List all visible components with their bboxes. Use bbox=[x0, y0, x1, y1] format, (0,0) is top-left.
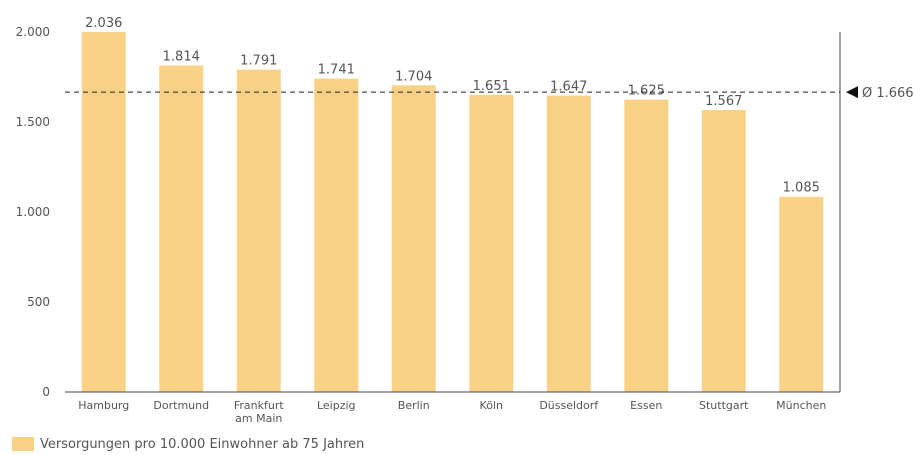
bar bbox=[701, 109, 746, 392]
bar bbox=[779, 196, 824, 392]
bar bbox=[469, 94, 514, 392]
bar-value-label: 1.625 bbox=[628, 84, 665, 99]
bar-value-label: 1.085 bbox=[783, 181, 820, 196]
x-tick-label: Köln bbox=[480, 399, 503, 412]
bar-chart: 0 500 1.000 1.500 2.000 2.036 Hamburg 1.814 Dort… bbox=[16, 16, 914, 425]
legend: Versorgungen pro 10.000 Einwohner ab 75 … bbox=[12, 434, 364, 454]
legend-label: Versorgungen pro 10.000 Einwohner ab 75 … bbox=[40, 436, 365, 452]
bar-value-label: 1.704 bbox=[395, 69, 432, 84]
bar-value-label: 1.567 bbox=[705, 94, 742, 109]
bar-value-label: 1.741 bbox=[318, 63, 355, 78]
y-tick-label: 1.500 bbox=[16, 115, 50, 129]
y-tick-label: 500 bbox=[27, 295, 50, 309]
y-tick-label: 0 bbox=[42, 385, 50, 399]
y-tick-label: 2.000 bbox=[16, 25, 50, 39]
x-tick-label: Düsseldorf bbox=[539, 399, 599, 412]
bar-value-label: 2.036 bbox=[85, 16, 122, 31]
x-tick-label: Essen bbox=[630, 399, 662, 412]
x-tick-label: Dortmund bbox=[153, 399, 209, 412]
average-marker bbox=[846, 86, 858, 99]
bar-value-label: 1.647 bbox=[550, 80, 587, 95]
x-tick-label: Stuttgart bbox=[699, 399, 749, 412]
x-tick-label: Hamburg bbox=[78, 399, 129, 412]
bar bbox=[81, 32, 126, 392]
bar-value-label: 1.814 bbox=[163, 49, 200, 64]
bar bbox=[236, 69, 281, 393]
bar bbox=[546, 95, 591, 392]
bar bbox=[624, 99, 669, 392]
bar-value-label: 1.791 bbox=[240, 54, 277, 69]
plot-area: 0 500 1.000 1.500 2.000 2.036 Hamburg 1.814 Dort… bbox=[16, 16, 914, 425]
bar bbox=[391, 85, 436, 392]
y-tick-label: 1.000 bbox=[16, 205, 50, 219]
average-label: Ø 1.666 bbox=[862, 86, 914, 101]
x-tick-label: München bbox=[776, 399, 826, 412]
bar bbox=[314, 78, 359, 393]
bar-value-label: 1.651 bbox=[473, 79, 510, 94]
x-tick-label: Frankfurt bbox=[234, 399, 284, 412]
x-tick-label: Leipzig bbox=[317, 399, 356, 412]
bar bbox=[159, 65, 204, 392]
x-tick-label: Berlin bbox=[398, 399, 430, 412]
x-tick-label: am Main bbox=[235, 412, 282, 425]
legend-swatch bbox=[12, 437, 34, 451]
